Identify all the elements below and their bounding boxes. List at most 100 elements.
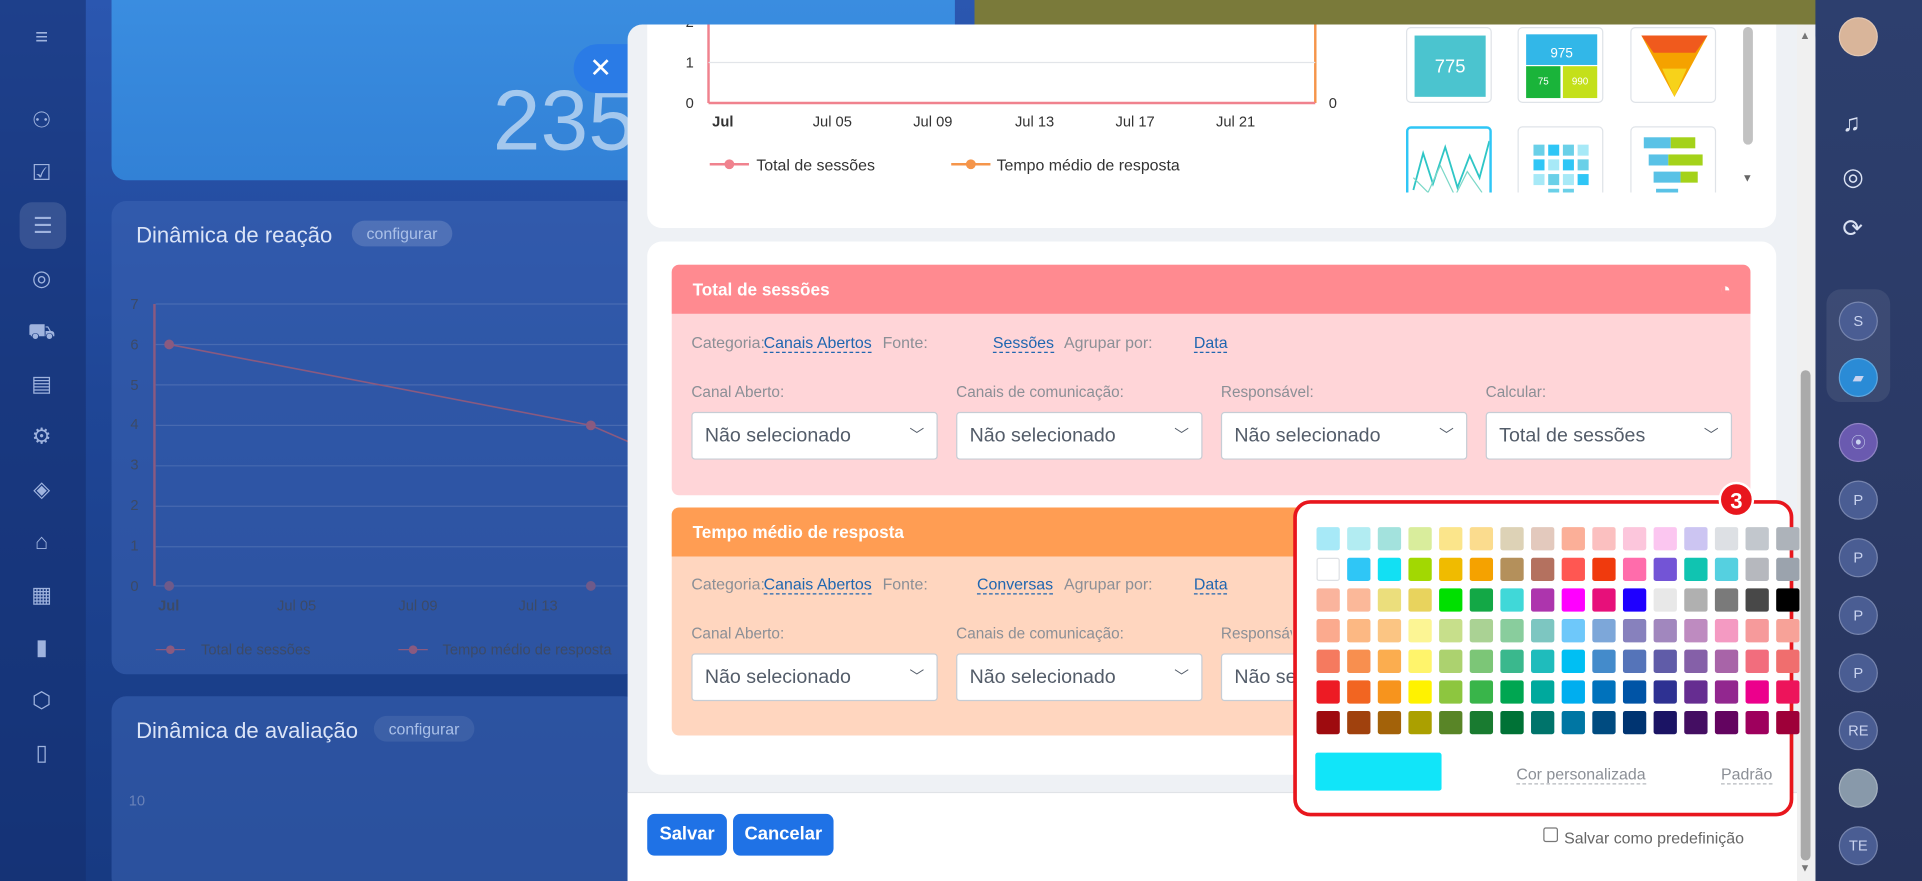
color-swatch[interactable] — [1347, 527, 1371, 551]
color-swatch[interactable] — [1500, 680, 1524, 704]
color-swatch[interactable] — [1653, 649, 1677, 673]
open-channel-select[interactable]: Não selecionado ﹀ — [691, 653, 938, 702]
filter-icon[interactable]: ☰ — [19, 202, 67, 249]
color-swatch[interactable] — [1469, 649, 1494, 673]
color-swatch[interactable] — [1377, 710, 1402, 735]
color-swatch[interactable] — [1347, 588, 1371, 612]
color-swatch[interactable] — [1316, 588, 1340, 612]
color-swatch[interactable] — [1408, 619, 1432, 643]
color-swatch[interactable] — [1500, 619, 1524, 643]
panel-scrollbar[interactable] — [1797, 24, 1816, 881]
color-swatch[interactable] — [1347, 619, 1371, 643]
color-swatch[interactable] — [1561, 557, 1585, 582]
number-widget-thumb[interactable]: 775 — [1405, 26, 1492, 103]
color-swatch[interactable] — [1714, 588, 1739, 612]
color-swatch[interactable] — [1622, 527, 1647, 551]
scroll-down-icon[interactable]: ▼ — [1799, 861, 1811, 874]
settings-icon[interactable]: ⬡ — [32, 687, 52, 713]
color-swatch[interactable] — [1347, 680, 1371, 704]
color-swatch[interactable] — [1776, 680, 1800, 704]
color-swatch[interactable] — [1316, 557, 1340, 582]
color-swatch[interactable] — [1745, 710, 1769, 735]
color-swatch[interactable] — [1592, 680, 1616, 704]
color-swatch[interactable] — [1776, 588, 1800, 612]
channels-select[interactable]: Não selecionado ﹀ — [956, 411, 1203, 460]
color-swatch[interactable] — [1469, 710, 1494, 735]
color-swatch[interactable] — [1408, 557, 1432, 582]
color-swatch[interactable] — [1316, 527, 1340, 551]
color-swatch[interactable] — [1653, 710, 1677, 735]
color-swatch[interactable] — [1561, 619, 1585, 643]
color-swatch[interactable] — [1531, 619, 1555, 643]
color-swatch[interactable] — [1653, 680, 1677, 704]
color-swatch[interactable] — [1561, 527, 1585, 551]
color-swatch[interactable] — [1622, 557, 1647, 582]
color-swatch[interactable] — [1622, 649, 1647, 673]
close-button[interactable]: ✕ — [573, 44, 628, 94]
bell-icon[interactable]: ♫ — [1842, 110, 1861, 138]
channels-select[interactable]: Não selecionado ﹀ — [956, 653, 1203, 702]
source-link[interactable]: Conversas — [976, 574, 1054, 595]
color-swatch[interactable] — [1469, 619, 1494, 643]
color-swatch[interactable] — [1653, 619, 1677, 643]
color-swatch[interactable] — [1776, 527, 1800, 551]
color-swatch[interactable] — [1776, 557, 1800, 582]
color-swatch[interactable] — [1500, 649, 1524, 673]
color-swatch[interactable] — [1469, 680, 1494, 704]
color-swatch[interactable] — [1377, 557, 1402, 582]
chat-avatar[interactable]: ⦿ — [1838, 422, 1878, 463]
card-icon[interactable]: ▤ — [31, 371, 53, 396]
color-swatch[interactable] — [1592, 557, 1616, 582]
scroll-up-icon[interactable]: ▲ — [1799, 29, 1811, 42]
funnel-thumb[interactable] — [1630, 26, 1717, 103]
color-swatch[interactable] — [1439, 710, 1463, 735]
group-link[interactable]: Data — [1193, 574, 1228, 595]
avatar-s[interactable]: S — [1838, 301, 1878, 341]
color-swatch[interactable] — [1408, 680, 1432, 704]
color-swatch[interactable] — [1622, 710, 1647, 735]
user-avatar[interactable] — [1838, 17, 1878, 57]
color-swatch[interactable] — [1531, 680, 1555, 704]
color-swatch[interactable] — [1500, 557, 1524, 582]
series-title[interactable]: Total de sessões — [671, 264, 1751, 314]
color-swatch[interactable] — [1622, 619, 1647, 643]
color-swatch[interactable] — [1377, 588, 1402, 612]
color-swatch[interactable] — [1714, 680, 1739, 704]
document-icon[interactable]: ▯ — [35, 740, 48, 765]
flow-icon[interactable]: ⚇ — [31, 107, 52, 133]
color-swatch[interactable] — [1316, 649, 1340, 673]
cancel-button[interactable]: Cancelar — [733, 813, 834, 856]
color-swatch[interactable] — [1439, 649, 1463, 673]
color-swatch[interactable] — [1439, 588, 1463, 612]
save-preset-checkbox[interactable] — [1543, 827, 1558, 843]
color-swatch[interactable] — [1500, 527, 1524, 551]
cube-icon[interactable]: ◈ — [33, 476, 51, 502]
color-swatch[interactable] — [1561, 588, 1585, 612]
color-swatch[interactable] — [1684, 710, 1708, 735]
color-swatch[interactable] — [1684, 649, 1708, 673]
configure-link[interactable]: configurar — [373, 715, 475, 742]
color-swatch[interactable] — [1347, 649, 1371, 673]
color-swatch[interactable] — [1347, 557, 1371, 582]
color-swatch[interactable] — [1439, 680, 1463, 704]
color-swatch[interactable] — [1377, 619, 1402, 643]
color-swatch[interactable] — [1745, 527, 1769, 551]
color-swatch[interactable] — [1531, 557, 1555, 582]
store-icon[interactable]: ⌂ — [35, 529, 49, 555]
color-swatch[interactable] — [1653, 527, 1677, 551]
color-swatch[interactable] — [1714, 710, 1739, 735]
color-swatch[interactable] — [1714, 527, 1739, 551]
color-swatch[interactable] — [1592, 588, 1616, 612]
color-swatch[interactable] — [1714, 557, 1739, 582]
color-swatch[interactable] — [1439, 557, 1463, 582]
avatar-p[interactable]: P — [1838, 480, 1878, 520]
color-swatch[interactable] — [1500, 710, 1524, 735]
color-swatch[interactable] — [1561, 680, 1585, 704]
save-button[interactable]: Salvar — [647, 813, 727, 856]
responsible-select[interactable]: Não selecionado ﹀ — [1220, 411, 1468, 460]
color-swatch[interactable] — [1408, 710, 1432, 735]
color-swatch[interactable] — [1714, 619, 1739, 643]
calculate-select[interactable]: Total de sessões ﹀ — [1485, 411, 1733, 460]
color-swatch[interactable] — [1776, 619, 1800, 643]
color-swatch[interactable] — [1531, 710, 1555, 735]
